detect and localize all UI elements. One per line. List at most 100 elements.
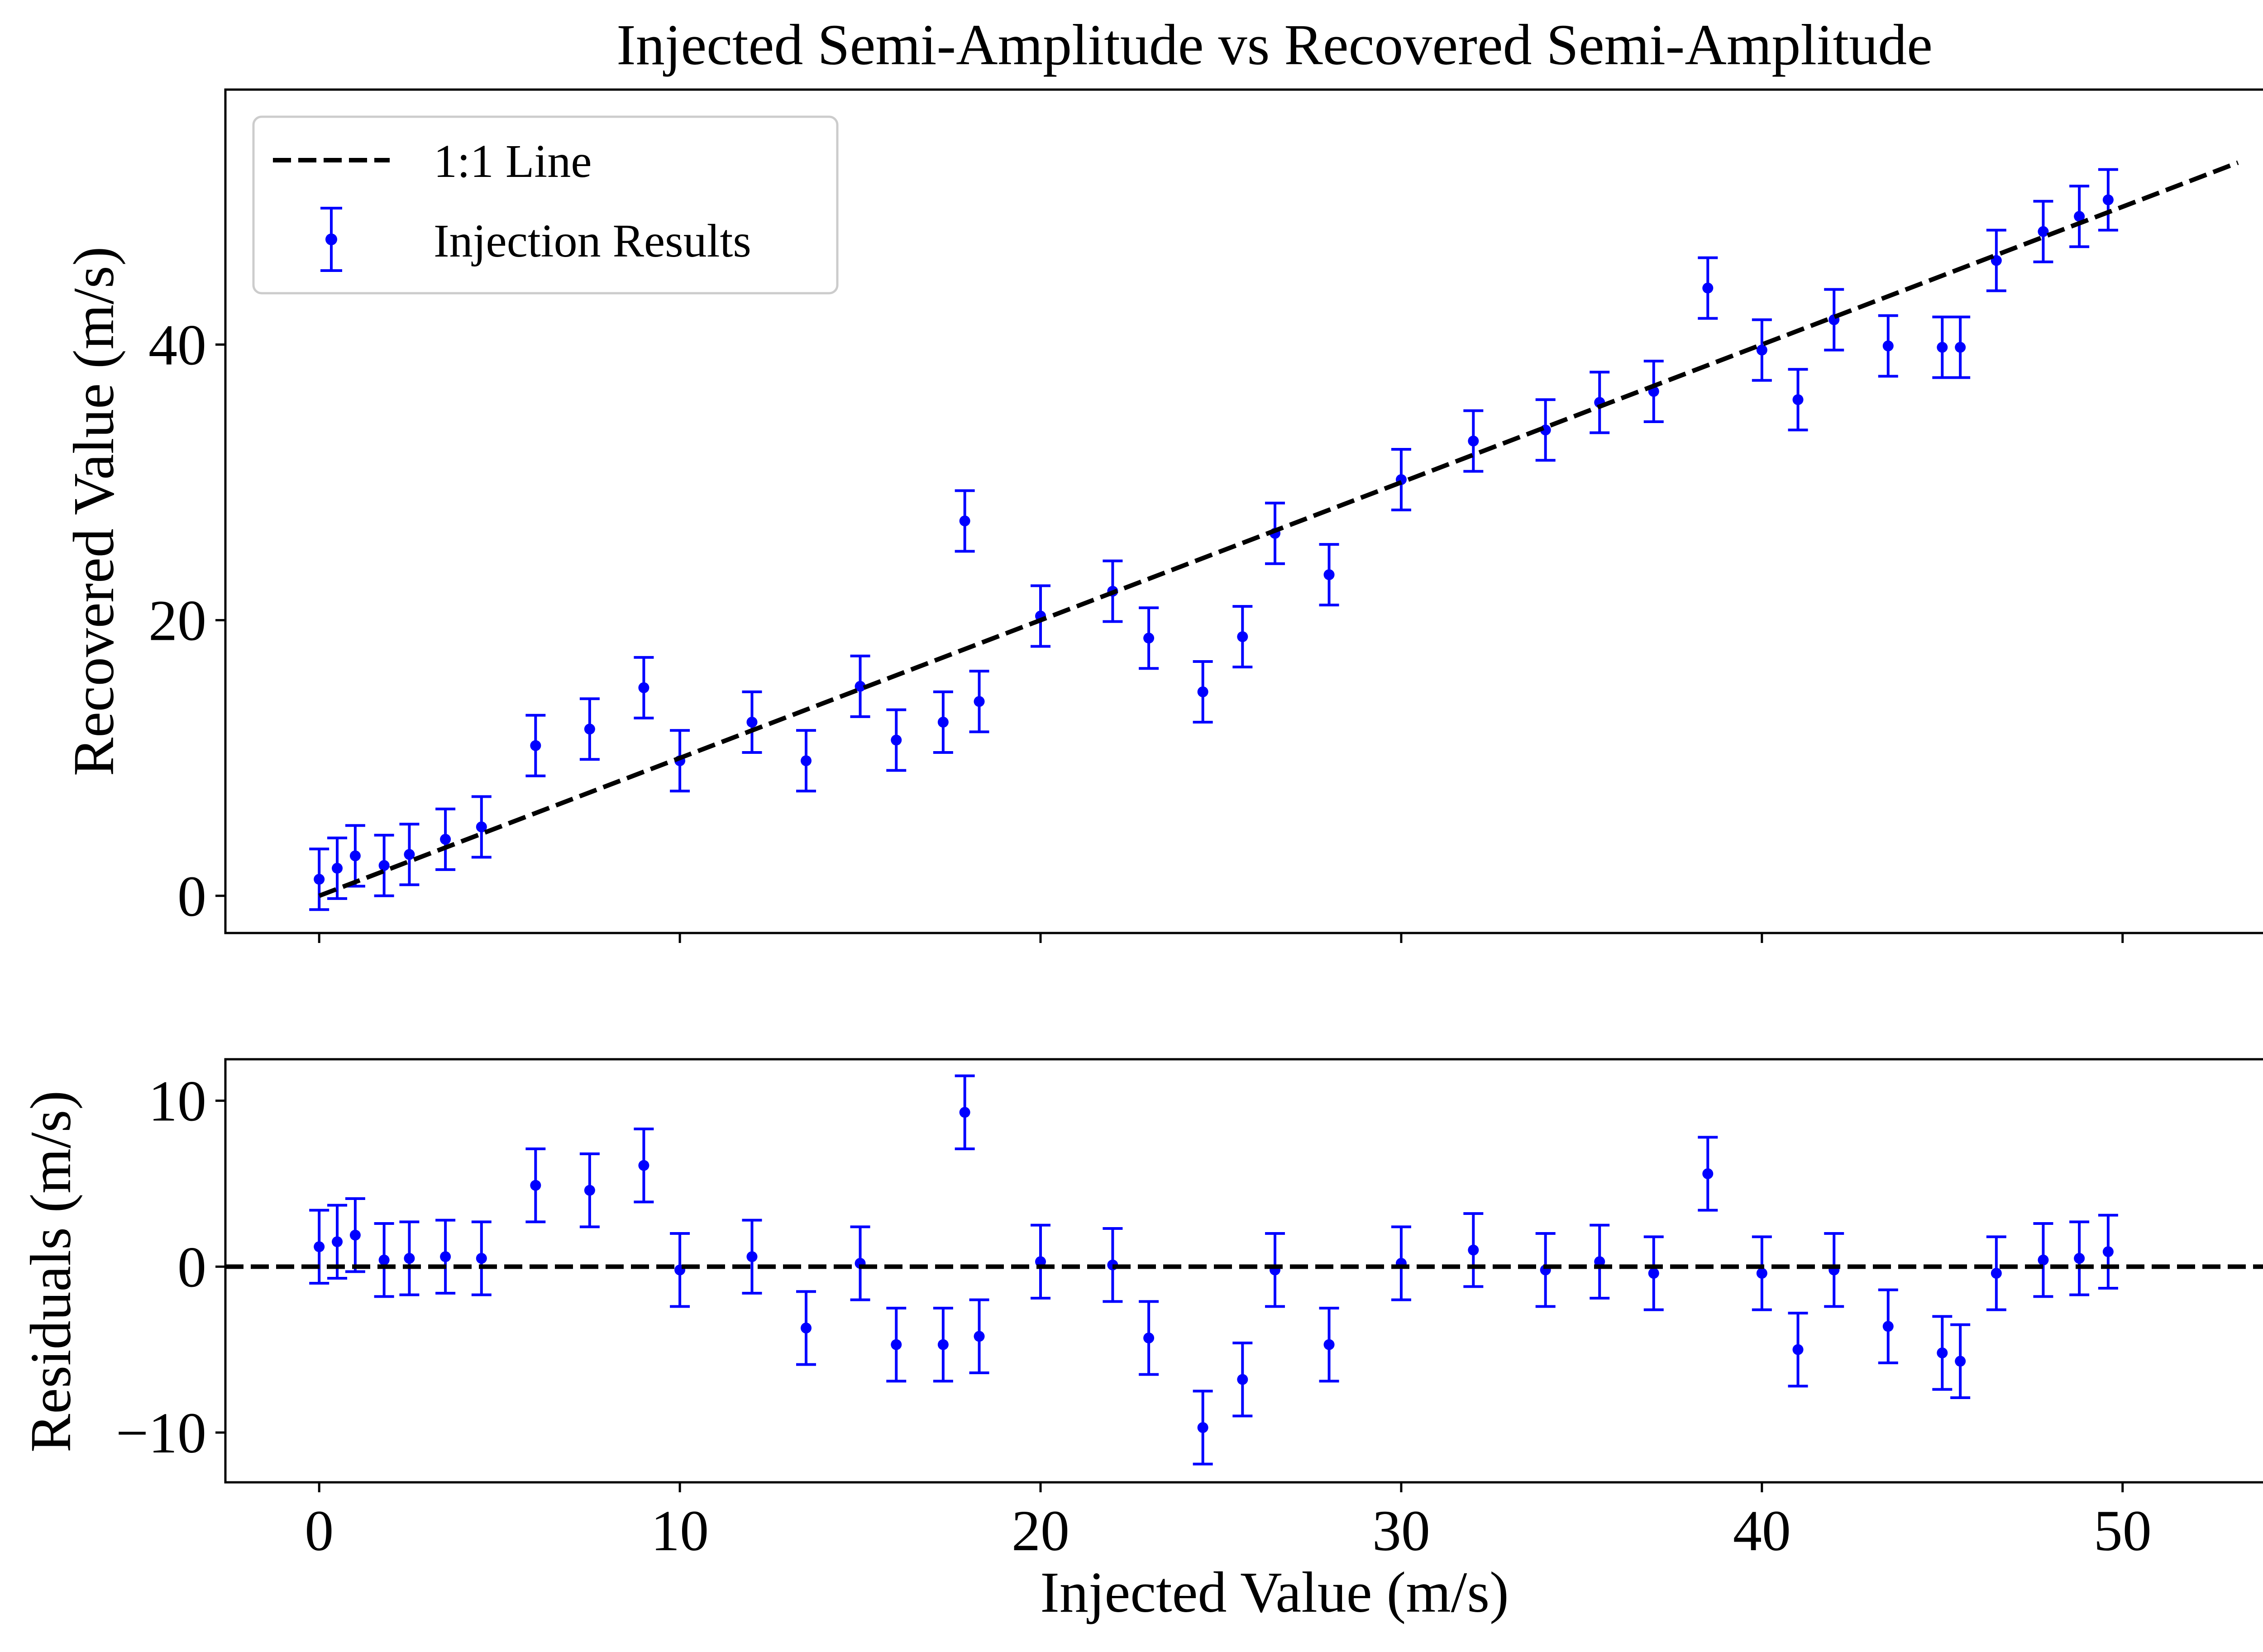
- data-point-39: [2069, 185, 2090, 248]
- top-marks: [309, 160, 2239, 911]
- data-point-12: [796, 729, 816, 793]
- residual-point-30: [1698, 1136, 1718, 1212]
- data-point-14: [886, 708, 907, 772]
- residual-point-7: [525, 1147, 546, 1224]
- data-point-25: [1391, 448, 1411, 511]
- x-tick-label: 10: [651, 1499, 709, 1563]
- residual-point-13: [850, 1225, 870, 1301]
- data-point-6: [471, 795, 492, 859]
- residual-point-34: [1878, 1288, 1898, 1364]
- top-y-axis-label: Recovered Value (m/s): [62, 247, 126, 776]
- residual-point-12: [796, 1290, 816, 1366]
- residual-point-26: [1463, 1212, 1484, 1288]
- x-tick-label: 40: [1733, 1499, 1791, 1563]
- residual-point-4: [399, 1220, 420, 1296]
- data-point-34: [1878, 314, 1898, 378]
- data-point-40: [2098, 168, 2118, 232]
- residual-point-35: [1932, 1315, 1953, 1391]
- x-tick-label: 0: [305, 1499, 334, 1563]
- y-tick-label: 0: [177, 864, 206, 928]
- legend-label-1to1: 1:1 Line: [434, 135, 592, 187]
- residual-point-20: [1139, 1300, 1159, 1376]
- data-point-1: [327, 836, 348, 900]
- legend: 1:1 Line Injection Results: [252, 115, 839, 295]
- data-point-0: [309, 847, 329, 911]
- data-point-35: [1932, 315, 1953, 379]
- x-tick-label: 30: [1372, 1499, 1430, 1563]
- y-tick-label: 40: [148, 313, 206, 377]
- top-y-ticks: 0 20 40: [148, 313, 225, 928]
- data-point-28: [1590, 371, 1610, 434]
- top-axes-frame: [224, 88, 2263, 934]
- data-point-3: [374, 833, 394, 897]
- residual-point-22: [1232, 1342, 1253, 1418]
- data-point-31: [1752, 318, 1772, 382]
- top-x-ticks: [318, 933, 2124, 943]
- data-point-11: [742, 690, 762, 754]
- residual-point-31: [1752, 1235, 1772, 1311]
- residual-point-3: [374, 1222, 394, 1298]
- data-point-21: [1193, 660, 1213, 724]
- residual-point-15: [933, 1307, 953, 1383]
- residual-point-14: [886, 1307, 907, 1383]
- y-tick-label: 10: [148, 1069, 206, 1133]
- data-point-26: [1463, 409, 1484, 473]
- data-point-5: [435, 807, 456, 871]
- residual-point-16: [955, 1074, 975, 1150]
- data-point-13: [850, 654, 870, 718]
- residual-point-5: [435, 1219, 456, 1295]
- residual-point-2: [345, 1197, 365, 1273]
- data-point-7: [525, 714, 546, 777]
- bottom-marks: [225, 1074, 2263, 1466]
- x-tick-label: 50: [2094, 1499, 2152, 1563]
- residual-point-0: [309, 1209, 329, 1285]
- residual-point-24: [1319, 1307, 1339, 1383]
- bottom-panel: 0 10 20 30 40 50 −10 0 10 Residuals (m/s) Injec…: [19, 1058, 2263, 1624]
- residual-point-38: [2033, 1222, 2053, 1298]
- data-point-8: [579, 697, 600, 761]
- residual-point-29: [1643, 1235, 1664, 1311]
- data-point-17: [969, 670, 989, 733]
- legend-frame: [252, 115, 839, 295]
- data-point-16: [955, 489, 975, 553]
- chart-title: Injected Semi-Amplitude vs Recovered Sem…: [616, 13, 1933, 77]
- one-to-one-line: [318, 160, 2239, 898]
- y-tick-label: −10: [116, 1401, 206, 1465]
- legend-errorbar-icon: [320, 207, 342, 272]
- residual-point-40: [2098, 1214, 2118, 1290]
- residual-point-36: [1950, 1323, 1971, 1399]
- residual-point-8: [579, 1152, 600, 1228]
- residual-point-37: [1986, 1235, 2006, 1311]
- data-point-30: [1698, 256, 1718, 320]
- bottom-x-ticks: 0 10 20 30 40 50: [305, 1482, 2152, 1563]
- data-point-24: [1319, 543, 1339, 607]
- residual-point-9: [634, 1128, 654, 1204]
- bottom-axes-frame: [224, 1058, 2263, 1484]
- data-point-15: [933, 690, 953, 754]
- x-axis-label: Injected Value (m/s): [1040, 1560, 1509, 1624]
- data-point-9: [634, 656, 654, 719]
- data-point-4: [399, 823, 420, 886]
- x-tick-label: 20: [1012, 1499, 1069, 1563]
- residual-point-32: [1788, 1312, 1808, 1388]
- residual-point-6: [471, 1220, 492, 1296]
- residual-point-17: [969, 1298, 989, 1374]
- legend-label-injection-results: Injection Results: [434, 215, 751, 267]
- residual-point-39: [2069, 1220, 2090, 1296]
- data-point-22: [1232, 605, 1253, 669]
- y-tick-label: 20: [148, 589, 206, 653]
- data-point-36: [1950, 315, 1971, 379]
- top-panel: 0 20 40 Recovered Value (m/s) 1:1 Line Inj…: [62, 88, 2263, 943]
- residual-point-21: [1193, 1390, 1213, 1466]
- data-point-32: [1788, 368, 1808, 432]
- data-point-2: [345, 824, 365, 888]
- y-tick-label: 0: [177, 1235, 206, 1299]
- data-point-38: [2033, 200, 2053, 263]
- data-point-37: [1986, 229, 2006, 292]
- bottom-y-ticks: −10 0 10: [116, 1069, 225, 1465]
- bottom-y-axis-label: Residuals (m/s): [19, 1090, 83, 1452]
- data-point-18: [1031, 584, 1051, 648]
- data-point-20: [1139, 606, 1159, 670]
- residual-point-11: [742, 1219, 762, 1295]
